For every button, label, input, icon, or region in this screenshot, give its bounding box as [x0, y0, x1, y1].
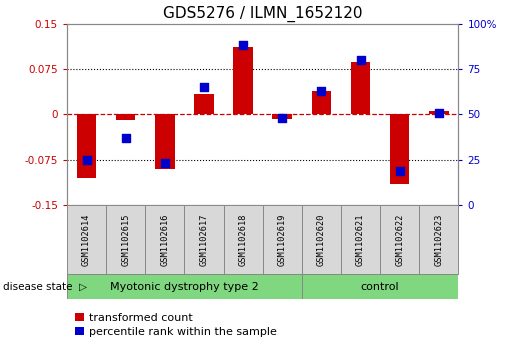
Text: GSM1102618: GSM1102618	[238, 213, 248, 266]
Bar	[77, 114, 96, 178]
Bar	[351, 62, 370, 114]
Text: GSM1102623: GSM1102623	[434, 213, 443, 266]
Text: GSM1102614: GSM1102614	[82, 213, 91, 266]
Point	[356, 57, 365, 63]
Bar	[145, 205, 184, 274]
Title: GDS5276 / ILMN_1652120: GDS5276 / ILMN_1652120	[163, 6, 363, 22]
Bar	[302, 205, 341, 274]
Bar	[106, 205, 145, 274]
Bar	[380, 205, 419, 274]
Bar	[155, 114, 175, 169]
Bar	[67, 274, 302, 299]
Bar	[194, 94, 214, 114]
Bar	[419, 205, 458, 274]
Text: GSM1102622: GSM1102622	[395, 213, 404, 266]
Text: GSM1102619: GSM1102619	[278, 213, 287, 266]
Point	[435, 110, 443, 115]
Text: disease state  ▷: disease state ▷	[3, 282, 87, 292]
Text: GSM1102620: GSM1102620	[317, 213, 326, 266]
Bar	[312, 91, 331, 114]
Bar	[116, 114, 135, 121]
Bar	[184, 205, 224, 274]
Bar	[224, 205, 263, 274]
Text: GSM1102621: GSM1102621	[356, 213, 365, 266]
Text: GSM1102615: GSM1102615	[121, 213, 130, 266]
Point	[239, 42, 247, 48]
Point	[122, 135, 130, 141]
Point	[82, 157, 91, 163]
Point	[278, 115, 286, 121]
Bar	[302, 274, 458, 299]
Point	[161, 160, 169, 166]
Bar	[272, 114, 292, 119]
Text: GSM1102617: GSM1102617	[199, 213, 209, 266]
Bar	[429, 111, 449, 114]
Bar	[67, 205, 106, 274]
Text: GSM1102616: GSM1102616	[160, 213, 169, 266]
Text: Myotonic dystrophy type 2: Myotonic dystrophy type 2	[110, 282, 259, 292]
Bar	[341, 205, 380, 274]
Legend: transformed count, percentile rank within the sample: transformed count, percentile rank withi…	[73, 310, 279, 339]
Point	[200, 84, 208, 90]
Point	[317, 88, 325, 94]
Bar	[233, 46, 253, 114]
Bar	[390, 114, 409, 184]
Text: control: control	[361, 282, 400, 292]
Bar	[263, 205, 302, 274]
Point	[396, 168, 404, 174]
